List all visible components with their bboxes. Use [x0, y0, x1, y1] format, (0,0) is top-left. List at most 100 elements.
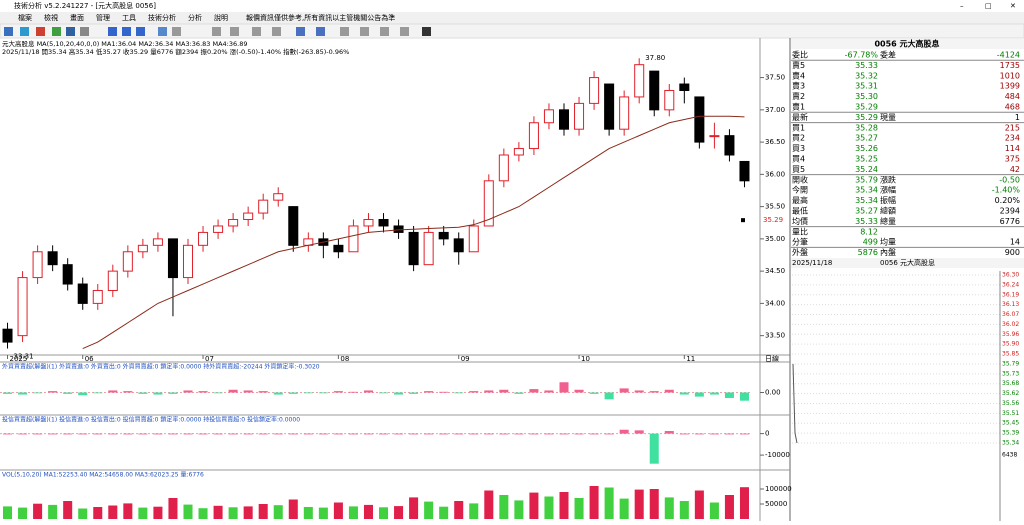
quote-header: 0056 元大高股息 [874, 39, 939, 49]
panel-title: 外資買賣超(解盤)(1) 外資賣進:0 外資賣出:0 外資買賣超:0 鎖定率:0… [2, 363, 320, 371]
panel-bar [33, 503, 43, 519]
intraday-axis-label: 35.34 [1002, 440, 1019, 447]
menu-bar [0, 12, 1024, 24]
candle-body [498, 154, 509, 182]
candle-body [333, 244, 344, 253]
candle-body [664, 89, 675, 111]
quote-cell: 35.79 [855, 175, 878, 184]
panel-bar [168, 433, 178, 435]
panel-bar [724, 433, 734, 435]
quote-cell: 499 [863, 238, 878, 247]
panel-bar [634, 390, 644, 393]
panel-bar [454, 501, 464, 519]
menu-item[interactable]: 說明 [214, 13, 228, 22]
panel-bar [589, 486, 599, 519]
toolbar-icons [4, 27, 431, 36]
candle-body [408, 231, 419, 266]
win-close[interactable]: ✕ [1010, 2, 1016, 10]
menu-item[interactable]: 技術分析 [148, 13, 176, 22]
menu-item[interactable]: 工具 [122, 14, 136, 22]
panel-bar [394, 433, 404, 435]
candle-body [198, 231, 209, 246]
quote-cell: 35.32 [855, 71, 878, 80]
quote-cell: -0.50 [999, 175, 1020, 184]
panel-bar [18, 507, 28, 519]
quote-cell: 漲跌 [880, 174, 896, 184]
quote-cell: -1.40% [992, 186, 1021, 195]
candle-body [709, 135, 720, 138]
candle-body [694, 96, 705, 143]
menu-item[interactable]: 檢視 [44, 13, 58, 22]
menu-item[interactable]: 管理 [96, 13, 110, 22]
quote-cell: 內盤 [880, 247, 896, 257]
x-tick-label: 2025 [10, 355, 28, 363]
panel-bar [439, 391, 449, 393]
intraday-axis-label: 35.73 [1002, 370, 1019, 377]
intraday-axis-label: 35.62 [1002, 390, 1019, 397]
panel-bar [529, 433, 539, 435]
last-label: 35.29 [763, 216, 783, 224]
candle-body [378, 219, 389, 227]
panel-bar [243, 390, 253, 393]
panel-bar [348, 433, 358, 435]
panel-bar [514, 392, 524, 394]
panel-bar [529, 492, 539, 519]
panel-bar [724, 392, 734, 398]
quote-cell: 委比 [792, 50, 808, 60]
candle-body [483, 180, 494, 227]
panel-bar [213, 505, 223, 519]
quote-cell: 分筆 [792, 237, 808, 247]
panel-bar [213, 433, 223, 435]
panel-bar [153, 433, 163, 435]
period-label: 日線 [765, 354, 779, 363]
panel-bar [664, 389, 674, 393]
panel-bar [33, 433, 43, 435]
quote-cell: 900 [1005, 248, 1020, 257]
panel-bar [348, 506, 358, 519]
intraday-volume: 6438 [1002, 452, 1017, 459]
quote-cell: 量比 [792, 226, 808, 236]
panel-bar [243, 433, 253, 435]
panel-bar [709, 433, 719, 435]
menu-item[interactable]: 分析 [188, 13, 202, 22]
quote-cell: 賣1 [792, 102, 805, 112]
candle-body [62, 264, 73, 285]
panel-bar [694, 433, 704, 435]
ma-line [82, 115, 745, 350]
panel-bar [559, 382, 569, 393]
menu-item[interactable]: 檔案 [18, 13, 32, 22]
candle-body [513, 148, 524, 156]
panel-bar [604, 487, 614, 519]
x-tick-label: 09 [461, 355, 470, 363]
panel-bar [153, 506, 163, 519]
panel-bar [469, 503, 479, 519]
quote-cell: 35.24 [855, 165, 878, 174]
panel-bar [559, 433, 569, 435]
panel-bar [709, 392, 719, 395]
intraday-axis-label: 35.51 [1002, 410, 1019, 417]
y-tick-label: 36.00 [765, 170, 785, 178]
panel-bar [303, 507, 313, 519]
win-max[interactable]: □ [985, 2, 992, 10]
candle-body [543, 109, 554, 124]
quote-cell: 買5 [792, 165, 805, 174]
quote-cell: 35.29 [855, 103, 878, 112]
win-min[interactable]: – [960, 2, 964, 10]
panel-bar [3, 433, 13, 435]
panel-bar [48, 391, 58, 393]
menu-item[interactable]: 畫面 [70, 13, 84, 22]
quote-cell: 委差 [880, 50, 896, 60]
intraday-axis-label: 35.45 [1002, 420, 1019, 427]
candle-body [47, 251, 58, 266]
candle-body [468, 225, 479, 253]
panel-bar [664, 497, 674, 519]
quote-cell: 開收 [792, 174, 808, 184]
panel-bar [409, 497, 419, 519]
quote-cell: 1 [1015, 113, 1020, 122]
panel-bar [604, 433, 614, 435]
panel-bar [739, 487, 749, 519]
intraday-axis-label: 35.90 [1002, 341, 1019, 348]
quote-cell: 0.20% [995, 196, 1021, 205]
